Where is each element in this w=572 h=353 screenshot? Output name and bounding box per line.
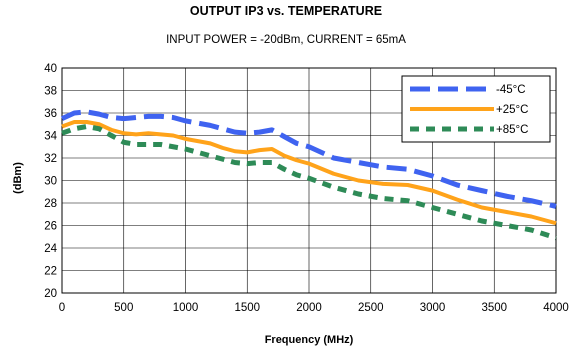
series-lines: [60, 109, 557, 241]
y-tick-label: 20: [44, 288, 57, 300]
x-tick-label: 4000: [543, 302, 569, 314]
x-tick-labels: 0 500 1000 1500 2000 2500 3000 3500 4000: [59, 302, 569, 314]
x-tick-label: 3500: [481, 302, 507, 314]
y-tick-label: 36: [44, 108, 57, 120]
legend-label: +25°C: [496, 104, 528, 116]
y-tick-label: 22: [44, 266, 57, 278]
series-line-3: [61, 124, 557, 241]
y-tick-label: 30: [44, 176, 57, 188]
x-tick-label: 3000: [420, 302, 446, 314]
x-tick-label: 1000: [173, 302, 199, 314]
legend-label: -45°C: [496, 84, 526, 96]
y-tick-label: 40: [44, 63, 57, 75]
y-tick-label: 26: [44, 221, 57, 233]
chart-title: OUTPUT IP3 vs. TEMPERATURE: [189, 4, 383, 18]
legend-label: +85°C: [496, 124, 528, 136]
x-tick-label: 2000: [296, 302, 322, 314]
y-tick-label: 28: [44, 198, 57, 210]
y-tick-labels: 20 22 24 26 28 30 32 34 36 38 40: [44, 63, 57, 300]
legend: -45°C +25°C +85°C: [401, 75, 551, 143]
y-tick-label: 34: [44, 131, 57, 143]
x-tick-label: 1500: [234, 302, 260, 314]
x-tick-label: 0: [59, 302, 65, 314]
series-line-1: [60, 109, 557, 209]
x-tick-label: 2500: [358, 302, 384, 314]
plot-area-frame: [61, 67, 557, 294]
series-line-2: [61, 120, 557, 226]
y-tick-label: 32: [44, 153, 57, 165]
x-tick-label: 500: [114, 302, 133, 314]
y-axis-label: (dBm): [12, 162, 24, 194]
y-tick-label: 24: [44, 243, 57, 255]
y-tick-label: 38: [44, 86, 57, 98]
chart-subtitle: INPUT POWER = -20dBm, CURRENT = 65mA: [166, 34, 406, 46]
x-axis-label: Frequency (MHz): [264, 334, 354, 346]
